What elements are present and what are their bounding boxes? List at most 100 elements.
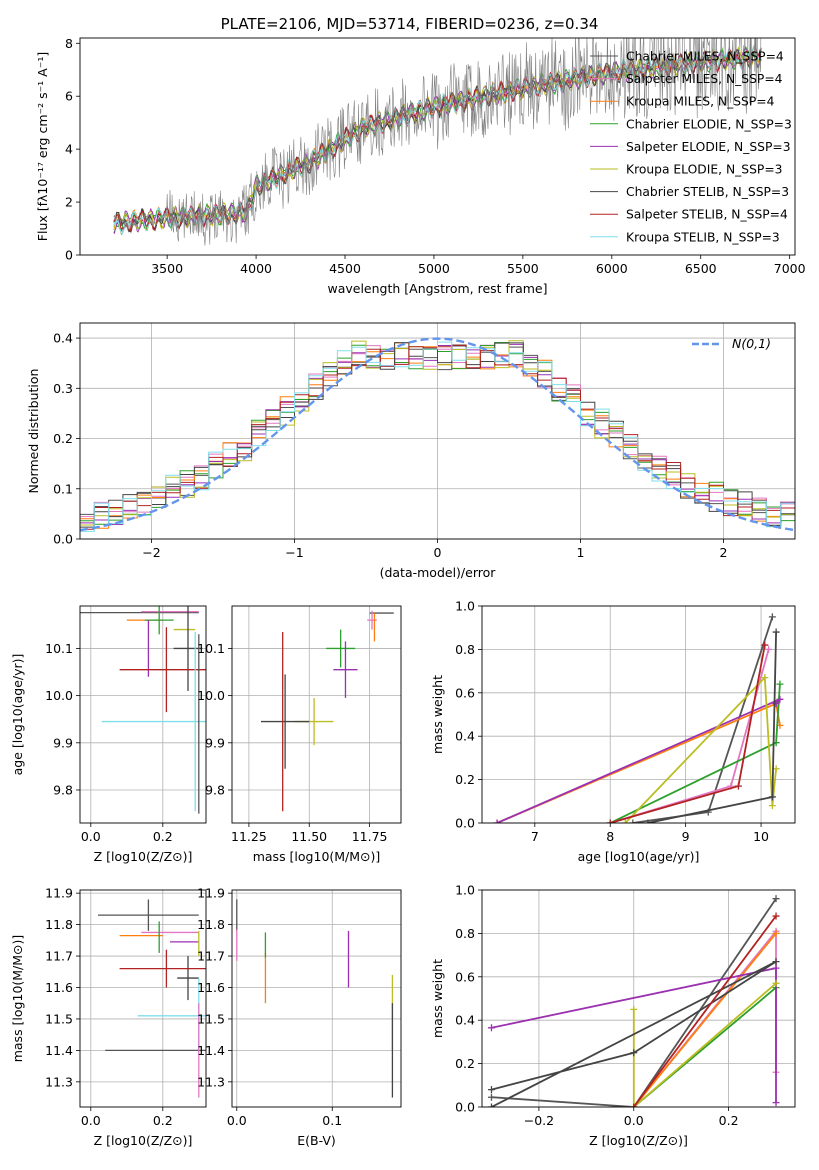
error-bar-point [326, 629, 356, 668]
weight-marker [487, 1103, 495, 1107]
weight-marker [772, 964, 780, 972]
x-tick-label: −0.2 [524, 1113, 554, 1128]
x-tick-label: 0.0 [227, 1113, 247, 1128]
weight-marker [630, 1049, 638, 1057]
y-tick-label: 0 [65, 248, 73, 263]
weight-marker [487, 1024, 495, 1032]
legend-label: Kroupa STELIB, N_SSP=3 [626, 230, 780, 244]
x-axis-label: E(B-V) [297, 1133, 336, 1148]
x-tick-label: 0.2 [719, 1113, 739, 1128]
y-tick-label: 11.9 [197, 886, 225, 901]
x-tick-label: 0 [434, 545, 442, 560]
residual-histogram-step [80, 342, 795, 528]
x-tick-label: 0.0 [81, 1113, 101, 1128]
y-tick-label: 11.4 [45, 1043, 73, 1058]
plot-area [260, 610, 394, 812]
y-tick-label: 1.0 [455, 599, 475, 614]
weight-marker [487, 1086, 495, 1094]
weight-marker [772, 628, 780, 636]
residual-histogram-step [80, 340, 795, 526]
y-tick-label: 0.4 [455, 1013, 475, 1028]
weight-marker [621, 819, 629, 823]
weight-marker [734, 782, 742, 790]
plot-area [98, 899, 206, 1098]
y-tick-label: 0.0 [455, 1100, 475, 1115]
y-axis-label: mass [log10(M/M⊙)] [10, 935, 25, 1063]
x-tick-label: 11.50 [291, 829, 327, 844]
x-tick-label: 7 [531, 829, 539, 844]
axes-frame [79, 322, 796, 540]
legend-label: Chabrier ELODIE, N_SSP=3 [626, 117, 792, 131]
x-tick-label: 7000 [774, 261, 806, 276]
y-axis-label: Normed distribution [26, 369, 41, 494]
plot-area [236, 899, 394, 1098]
x-tick-label: 11.25 [231, 829, 267, 844]
weight-marker [487, 1093, 495, 1101]
weight-series-line [632, 982, 777, 1107]
plot-area [487, 895, 780, 1107]
x-tick-label: 4000 [240, 261, 272, 276]
axes-frame [231, 605, 402, 824]
y-tick-label: 0.0 [53, 532, 73, 547]
x-axis-label: mass [log10(M/M⊙)] [253, 849, 381, 864]
y-tick-label: 9.9 [53, 735, 73, 750]
x-tick-label: 6500 [685, 261, 717, 276]
y-tick-label: 11.9 [45, 886, 73, 901]
y-tick-label: 11.6 [45, 980, 73, 995]
y-tick-label: 0.0 [455, 816, 475, 831]
model-series-line [113, 47, 762, 234]
error-bar-point [119, 949, 206, 988]
y-axis-label: mass weight [430, 959, 445, 1038]
x-tick-label: 2 [720, 545, 728, 560]
weight-marker [644, 819, 652, 823]
y-tick-label: 11.8 [197, 917, 225, 932]
y-tick-label: 0.8 [455, 926, 475, 941]
panel-mass_vs_Z: 0.0 0.2 11.3 11.4 11.5 11.6 11.7 11.8 11.9 Z [log… [10, 886, 207, 1148]
y-tick-label: 0.6 [455, 685, 475, 700]
weight-marker [606, 819, 614, 823]
y-tick-label: 0.2 [53, 431, 73, 446]
panel-residuals: −2 −1 0 1 2 0.0 0.1 0.2 0.3 0.4 (data-model)/error… [26, 322, 796, 580]
panel-spectrum: 3500 4000 4500 5000 5500 6000 6500 7000 0 2 4 6 8 wav… [35, 15, 806, 296]
x-tick-label: 0.1 [322, 1113, 342, 1128]
panel-mass_vs_EBV: 0.0 0.1 11.3 11.4 11.5 11.6 11.7 11.8 11.9 E(B-V) [197, 886, 402, 1148]
weight-marker [772, 895, 780, 903]
weight-marker [768, 793, 776, 801]
panel-age_vs_Z: 0.0 0.2 9.8 9.9 10.0 10.1 Z [log10(Z/Z⊙)] age [… [10, 605, 207, 864]
plot-area [113, 38, 762, 246]
y-tick-label: 9.8 [205, 782, 225, 797]
axes-frame [79, 37, 796, 256]
y-axis-label: age [log10(age/yr)] [10, 654, 25, 776]
y-tick-label: 8 [65, 36, 73, 51]
axes-frame [481, 889, 796, 1108]
x-tick-label: −2 [142, 545, 160, 560]
weight-marker [629, 819, 637, 823]
axes-frame [79, 605, 207, 824]
legend-label: Salpeter MILES, N_SSP=4 [626, 72, 783, 86]
x-axis-label: wavelength [Angstrom, rest frame] [327, 281, 547, 296]
error-bar-point [119, 627, 206, 713]
weight-marker [761, 674, 769, 682]
y-tick-label: 11.4 [197, 1043, 225, 1058]
weight-marker [772, 912, 780, 920]
y-tick-label: 1.0 [455, 883, 475, 898]
x-axis-label: Z [log10(Z/Z⊙)] [94, 1133, 193, 1148]
weight-marker [761, 641, 769, 649]
legend-label: Salpeter STELIB, N_SSP=4 [626, 208, 788, 222]
x-tick-label: 5000 [418, 261, 450, 276]
x-tick-label: 3500 [151, 261, 183, 276]
x-tick-label: 11.75 [352, 829, 388, 844]
weight-marker [772, 979, 780, 987]
observed-spectrum-line [113, 38, 762, 246]
weight-series-line [491, 960, 777, 1107]
weight-series-line [609, 644, 766, 823]
axes-frame [481, 605, 796, 824]
y-axis-label: Flux [fλ10⁻¹⁷ erg cm⁻² s⁻¹ A⁻¹] [35, 52, 50, 241]
x-axis-label: (data-model)/error [380, 565, 497, 580]
axes-frame [79, 889, 207, 1108]
y-tick-label: 11.6 [197, 980, 225, 995]
legend-label: Kroupa ELODIE, N_SSP=3 [626, 163, 782, 177]
y-tick-label: 11.5 [45, 1011, 73, 1026]
y-tick-label: 11.7 [45, 949, 73, 964]
